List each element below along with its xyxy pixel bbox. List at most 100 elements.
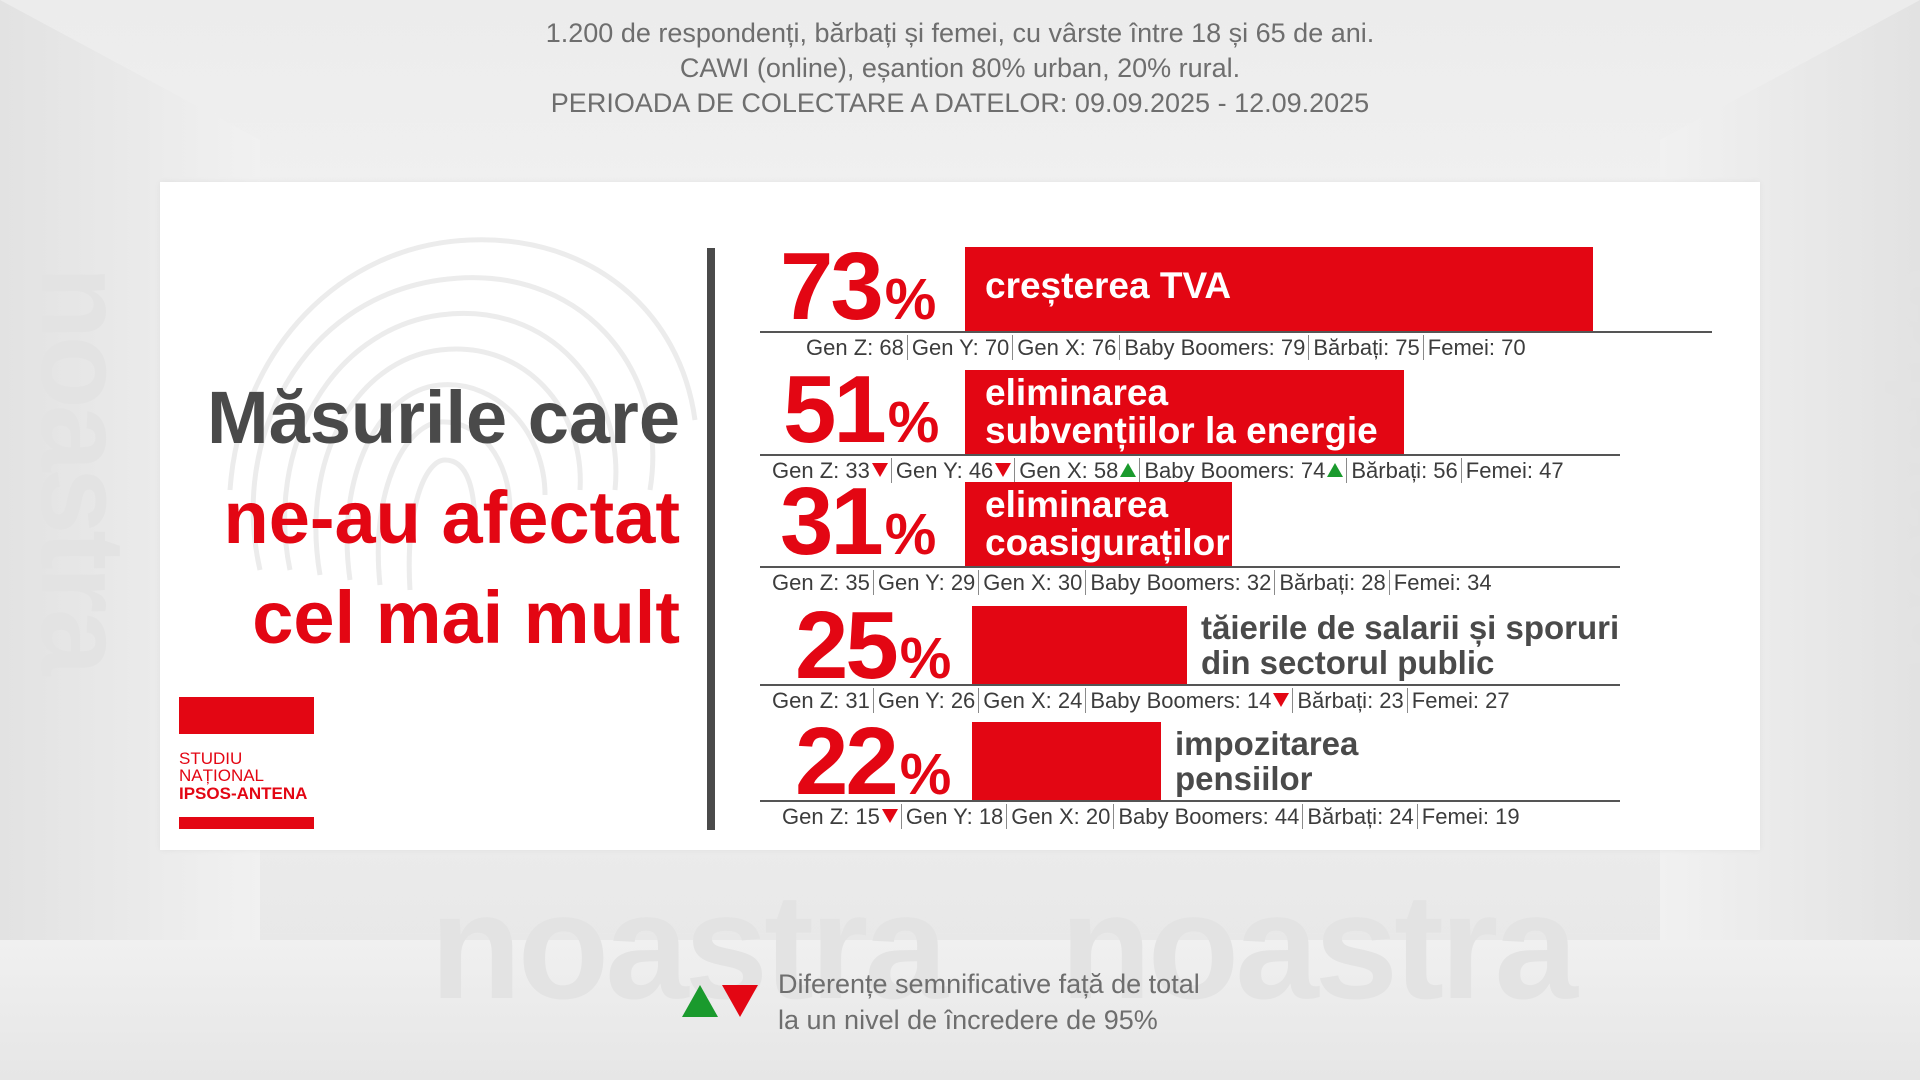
breakdown-value: Gen X: 58: [1019, 458, 1119, 483]
bar-value-label: 25%: [795, 598, 951, 707]
breakdown-item: Gen X: 76: [1012, 335, 1117, 360]
breakdown-value: Baby Boomers: 32: [1090, 570, 1272, 595]
breakdown-value: Baby Boomers: 74: [1144, 458, 1326, 483]
bar: [972, 606, 1187, 684]
breakdown-item: Femei: 34: [1388, 570, 1492, 595]
breakdown-value: Gen Z: 31: [772, 688, 870, 713]
bar-value-label: 73%: [780, 239, 936, 348]
bar-category-label-line: tăierile de salarii și sporuri: [1201, 609, 1620, 646]
card-tab: [1700, 218, 1718, 850]
logo-bar-top: [179, 697, 314, 734]
bar-value-unit: %: [887, 390, 940, 455]
trend-down-icon: [881, 809, 898, 823]
legend-down-triangle-icon: [722, 985, 758, 1017]
row-baseline: [760, 566, 1620, 568]
breakdown-value: Femei: 27: [1411, 688, 1510, 713]
background-floor: [0, 940, 1920, 1080]
demographic-breakdown: Gen Z: 68 Gen Y: 70 Gen X: 76 Baby Boomers:…: [806, 334, 1526, 362]
bar-category-label-line: coasiguraților: [985, 522, 1230, 563]
chart-title: Măsurile care ne-au afectat cel mai mult: [207, 368, 680, 668]
breakdown-value: Gen Y: 29: [877, 570, 976, 595]
breakdown-item: Gen Z: 31: [772, 688, 870, 713]
breakdown-value: Baby Boomers: 14: [1090, 688, 1272, 713]
breakdown-value: Femei: 34: [1393, 570, 1492, 595]
breakdown-item: Gen X: 58: [1014, 458, 1137, 483]
bar-category-label-line: impozitarea: [1175, 725, 1359, 762]
legend-line-2: la un nivel de încredere de 95%: [778, 1005, 1158, 1035]
bar-value-number: 51: [783, 356, 887, 463]
chart-divider: [707, 248, 715, 830]
bar: [972, 722, 1161, 800]
title-line-2: ne-au afectat: [223, 476, 680, 559]
breakdown-value: Gen Z: 33: [772, 458, 870, 483]
trend-up-icon: [1327, 463, 1344, 477]
bar-category-label-line: creșterea TVA: [985, 265, 1232, 306]
breakdown-value: Bărbați: 56: [1351, 458, 1458, 483]
survey-method: CAWI (online), eșantion 80% urban, 20% r…: [679, 53, 1241, 83]
trend-down-icon: [995, 463, 1012, 477]
bar-value-unit: %: [899, 626, 952, 691]
fingerprint-icon: [227, 237, 698, 591]
bar-category-label-line: subvențiilor la energie: [985, 410, 1378, 451]
breakdown-value: Gen Z: 35: [772, 570, 870, 595]
bar-value-label: 22%: [795, 714, 951, 823]
breakdown-value: Bărbați: 24: [1307, 804, 1414, 829]
breakdown-value: Gen Y: 46: [895, 458, 994, 483]
breakdown-item: Gen Y: 18: [900, 804, 1004, 829]
trend-down-icon: [871, 463, 888, 477]
breakdown-value: Bărbați: 28: [1279, 570, 1386, 595]
breakdown-value: Bărbați: 75: [1313, 335, 1420, 360]
breakdown-item: Gen X: 30: [978, 570, 1083, 595]
legend-up-triangle-icon: [682, 985, 718, 1017]
bar-category-label-line: pensiilor: [1175, 760, 1313, 797]
breakdown-item: Bărbați: 56: [1346, 458, 1458, 483]
survey-period: PERIOADA DE COLECTARE A DATELOR: 09.09.2…: [550, 88, 1370, 118]
bar-value-number: 22: [795, 708, 899, 815]
breakdown-item: Baby Boomers: 44: [1113, 804, 1300, 829]
bar-value-number: 31: [780, 468, 884, 575]
breakdown-item: Gen Z: 68: [806, 335, 904, 360]
breakdown-item: Bărbați: 75: [1308, 335, 1420, 360]
bar-value-unit: %: [884, 267, 937, 332]
bar-value-label: 51%: [783, 362, 939, 471]
logo-line-2: NAȚIONAL: [179, 766, 265, 785]
bar-category-label: eliminarea subvențiilor la energie: [985, 374, 1378, 450]
breakdown-item: Gen Y: 70: [906, 335, 1010, 360]
breakdown-value: Gen X: 30: [983, 570, 1083, 595]
logo-bar-bottom: [179, 817, 314, 829]
bar-category-label: creșterea TVA: [985, 267, 1231, 305]
breakdown-item: Gen Y: 46: [890, 458, 1012, 483]
legend-text: Diferențe semnificative față de total la…: [778, 966, 1200, 1038]
breakdown-value: Femei: 70: [1427, 335, 1526, 360]
survey-sample: 1.200 de respondenți, bărbați și femei, …: [545, 18, 1375, 48]
bar-category-label: tăierile de salarii și sporuri din sector…: [1201, 610, 1619, 680]
breakdown-item: Gen Z: 33: [772, 458, 888, 483]
row-baseline: [760, 454, 1620, 456]
breakdown-value: Baby Boomers: 79: [1124, 335, 1306, 360]
breakdown-value: Femei: 47: [1465, 458, 1564, 483]
row-baseline: [760, 800, 1620, 802]
breakdown-item: Femei: 70: [1422, 335, 1526, 360]
row-baseline: [760, 331, 1712, 333]
breakdown-item: Gen Z: 15: [782, 804, 898, 829]
bar-value-unit: %: [884, 502, 937, 567]
bar-category-label-line: eliminarea: [985, 484, 1169, 525]
bar-category-label-line: din sectorul public: [1201, 644, 1495, 681]
logo-line-3: IPSOS-ANTENA: [179, 784, 308, 803]
demographic-breakdown: Gen Z: 31 Gen Y: 26 Gen X: 24 Baby Boomers:…: [772, 687, 1510, 715]
bar-category-label: eliminarea coasiguraților: [985, 486, 1230, 562]
breakdown-item: Baby Boomers: 74: [1139, 458, 1344, 483]
bar-value-unit: %: [899, 742, 952, 807]
breakdown-item: Bărbați: 23: [1292, 688, 1404, 713]
breakdown-item: Femei: 47: [1460, 458, 1564, 483]
breakdown-item: Baby Boomers: 79: [1119, 335, 1306, 360]
breakdown-item: Gen Z: 35: [772, 570, 870, 595]
demographic-breakdown: Gen Z: 15 Gen Y: 18 Gen X: 20 Baby Boomers:…: [782, 803, 1520, 831]
breakdown-item: Femei: 27: [1406, 688, 1510, 713]
breakdown-item: Gen X: 24: [978, 688, 1083, 713]
breakdown-item: Gen X: 20: [1006, 804, 1111, 829]
breakdown-item: Femei: 19: [1416, 804, 1520, 829]
breakdown-value: Gen X: 24: [983, 688, 1083, 713]
breakdown-item: Gen Y: 29: [872, 570, 976, 595]
demographic-breakdown: Gen Z: 33 Gen Y: 46 Gen X: 58 Baby Boomers:…: [772, 457, 1564, 485]
